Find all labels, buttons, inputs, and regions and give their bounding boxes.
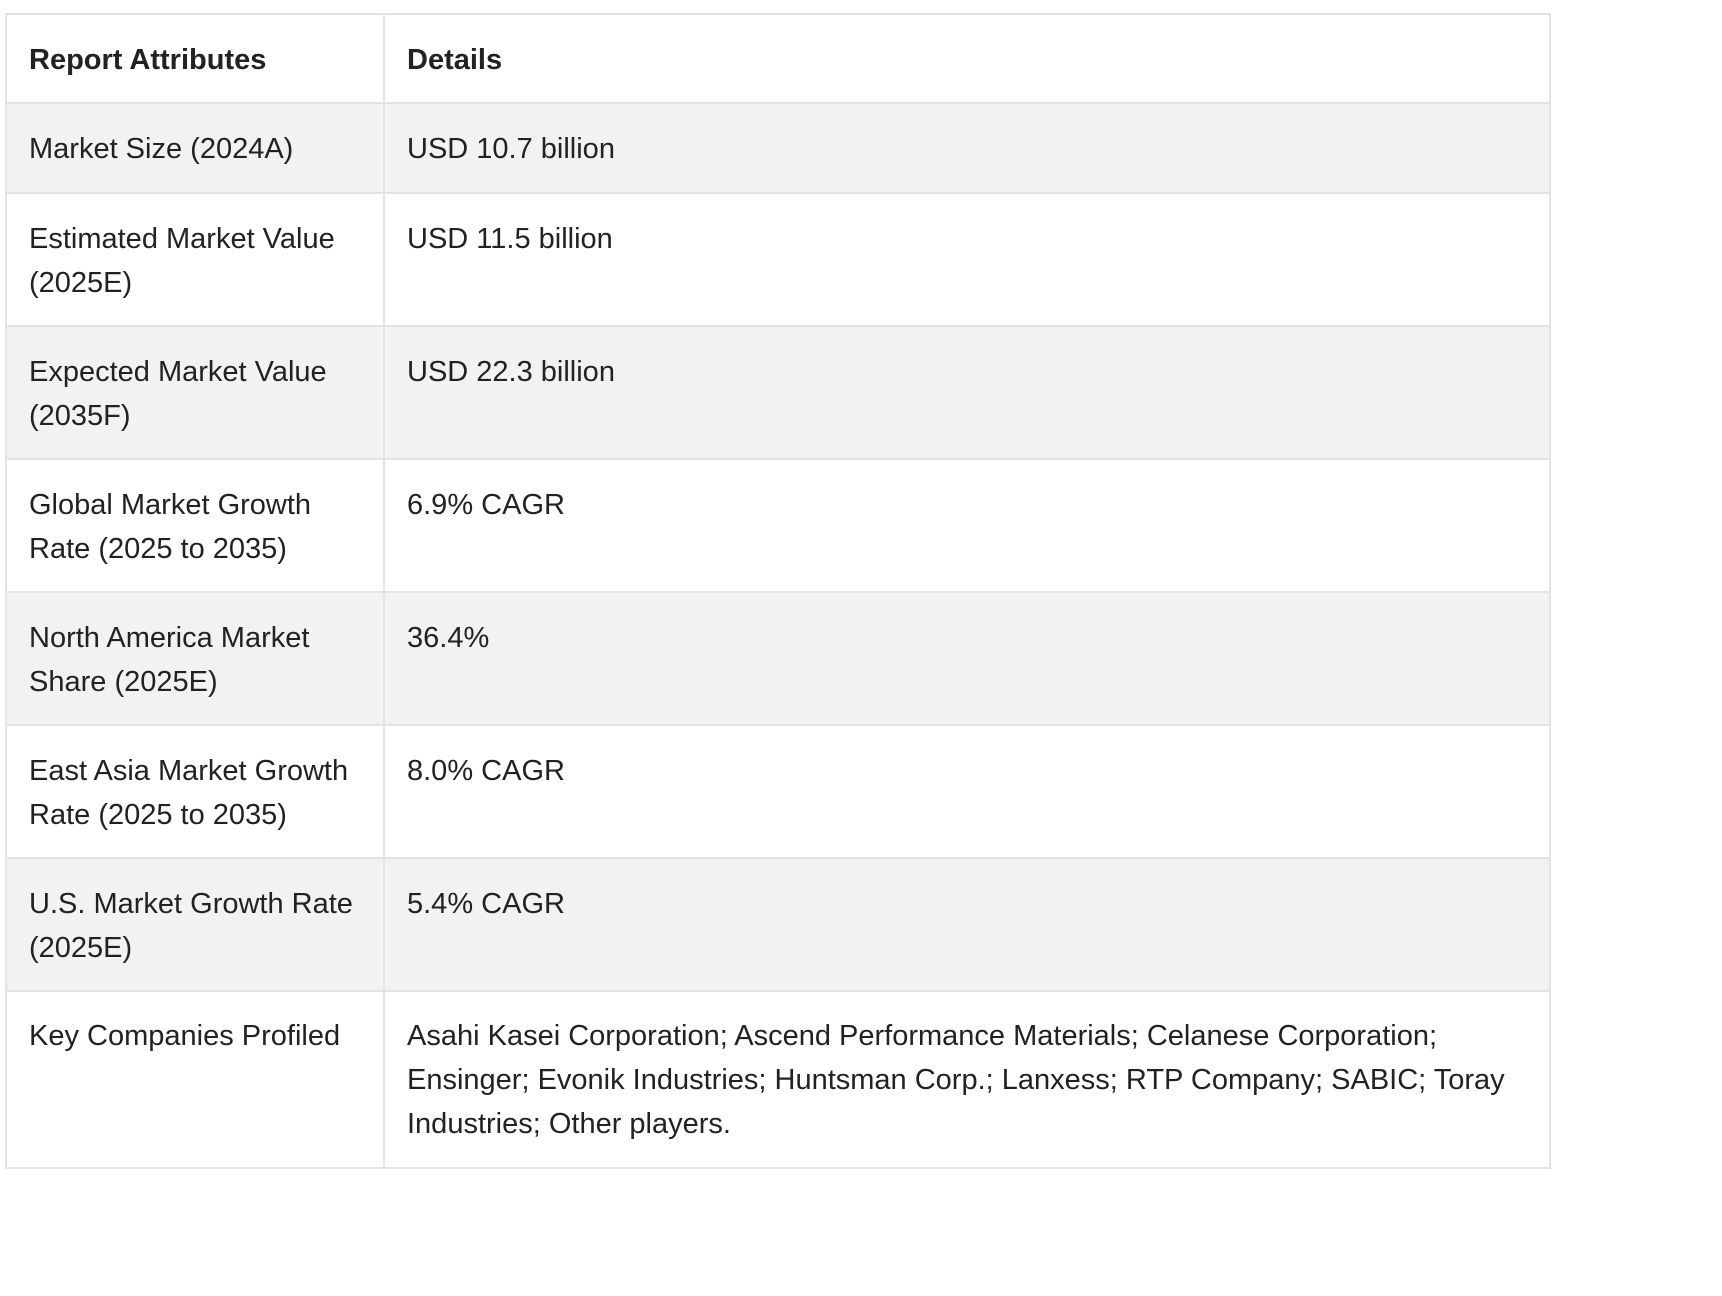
table-row: Estimated Market Value (2025E) USD 11.5 … [5, 192, 1551, 327]
header-details: Details [383, 13, 1551, 104]
details-cell: USD 11.5 billion [383, 192, 1551, 327]
table-header-row: Report Attributes Details [5, 13, 1551, 104]
details-cell: 5.4% CAGR [383, 857, 1551, 992]
attribute-cell: Estimated Market Value (2025E) [5, 192, 385, 327]
attribute-cell: U.S. Market Growth Rate (2025E) [5, 857, 385, 992]
table-row: Global Market Growth Rate (2025 to 2035)… [5, 458, 1551, 593]
table-row: North America Market Share (2025E) 36.4% [5, 591, 1551, 726]
details-cell: USD 10.7 billion [383, 102, 1551, 194]
details-cell: USD 22.3 billion [383, 325, 1551, 460]
table-row: Expected Market Value (2035F) USD 22.3 b… [5, 325, 1551, 460]
attribute-cell: Key Companies Profiled [5, 990, 385, 1169]
details-cell: 6.9% CAGR [383, 458, 1551, 593]
attribute-cell: Market Size (2024A) [5, 102, 385, 194]
header-report-attributes: Report Attributes [5, 13, 385, 104]
attribute-cell: East Asia Market Growth Rate (2025 to 20… [5, 724, 385, 859]
table-row: East Asia Market Growth Rate (2025 to 20… [5, 724, 1551, 859]
report-attributes-table-container: Report Attributes Details Market Size (2… [5, 13, 1551, 1169]
details-cell: 8.0% CAGR [383, 724, 1551, 859]
attribute-cell: North America Market Share (2025E) [5, 591, 385, 726]
table-row: U.S. Market Growth Rate (2025E) 5.4% CAG… [5, 857, 1551, 992]
details-cell: Asahi Kasei Corporation; Ascend Performa… [383, 990, 1551, 1169]
table-row: Key Companies Profiled Asahi Kasei Corpo… [5, 990, 1551, 1169]
details-cell: 36.4% [383, 591, 1551, 726]
report-attributes-table: Report Attributes Details Market Size (2… [5, 13, 1551, 1169]
attribute-cell: Expected Market Value (2035F) [5, 325, 385, 460]
attribute-cell: Global Market Growth Rate (2025 to 2035) [5, 458, 385, 593]
table-row: Market Size (2024A) USD 10.7 billion [5, 102, 1551, 194]
